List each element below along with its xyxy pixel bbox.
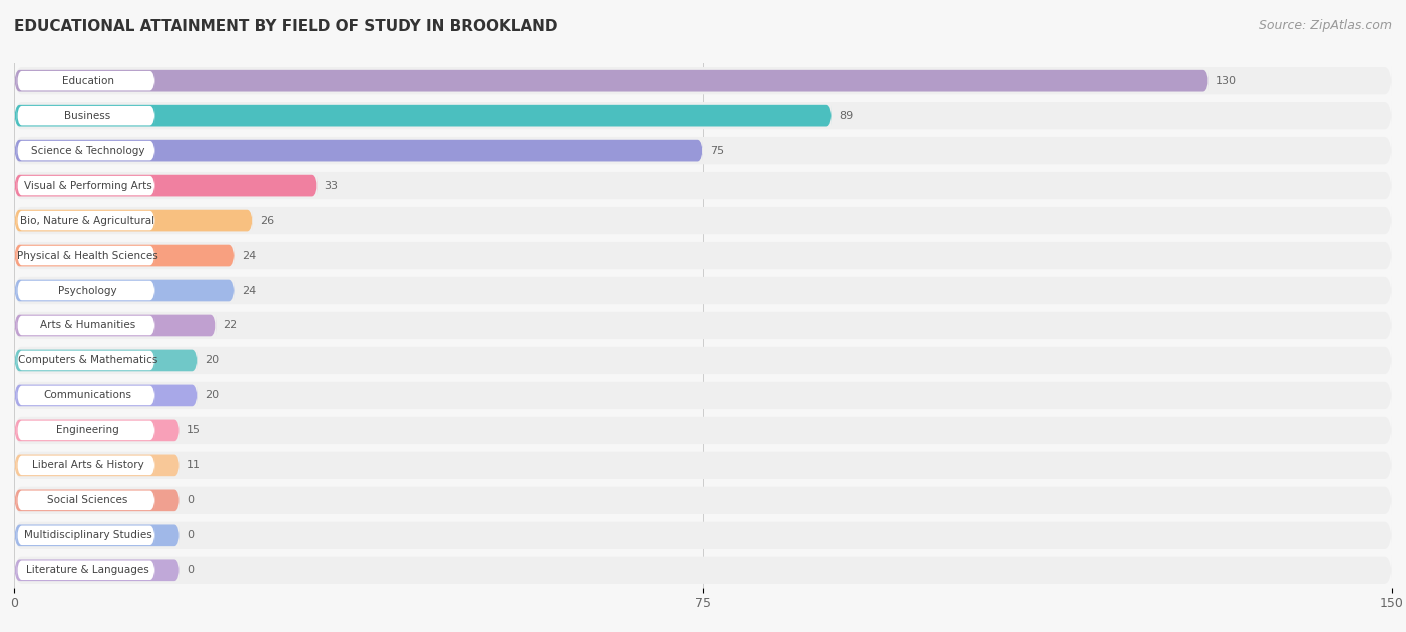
FancyBboxPatch shape <box>14 70 1208 92</box>
FancyBboxPatch shape <box>14 385 198 406</box>
FancyBboxPatch shape <box>17 211 155 230</box>
FancyBboxPatch shape <box>14 245 235 266</box>
Text: 24: 24 <box>242 250 256 260</box>
FancyBboxPatch shape <box>14 241 1392 270</box>
FancyBboxPatch shape <box>17 176 155 195</box>
Text: Engineering: Engineering <box>56 425 120 435</box>
Text: 33: 33 <box>325 181 339 191</box>
FancyBboxPatch shape <box>14 105 831 126</box>
FancyBboxPatch shape <box>14 486 1392 514</box>
FancyBboxPatch shape <box>17 71 155 90</box>
Text: Business: Business <box>65 111 111 121</box>
FancyBboxPatch shape <box>14 556 1392 585</box>
FancyBboxPatch shape <box>14 416 1392 445</box>
FancyBboxPatch shape <box>17 141 155 161</box>
Text: 22: 22 <box>224 320 238 331</box>
FancyBboxPatch shape <box>14 276 1392 305</box>
Text: 0: 0 <box>187 530 194 540</box>
FancyBboxPatch shape <box>14 171 1392 200</box>
Text: Liberal Arts & History: Liberal Arts & History <box>32 460 143 470</box>
Text: Psychology: Psychology <box>58 286 117 296</box>
Text: Literature & Languages: Literature & Languages <box>27 565 149 575</box>
Text: 26: 26 <box>260 216 274 226</box>
Text: Multidisciplinary Studies: Multidisciplinary Studies <box>24 530 152 540</box>
FancyBboxPatch shape <box>17 106 155 125</box>
Text: Computers & Mathematics: Computers & Mathematics <box>18 355 157 365</box>
FancyBboxPatch shape <box>14 140 703 161</box>
Text: 130: 130 <box>1216 76 1236 86</box>
FancyBboxPatch shape <box>14 381 1392 410</box>
Text: 11: 11 <box>187 460 201 470</box>
Text: Education: Education <box>62 76 114 86</box>
Text: Science & Technology: Science & Technology <box>31 145 145 155</box>
FancyBboxPatch shape <box>14 311 1392 340</box>
FancyBboxPatch shape <box>17 351 155 370</box>
Text: 20: 20 <box>205 355 219 365</box>
FancyBboxPatch shape <box>17 456 155 475</box>
Text: EDUCATIONAL ATTAINMENT BY FIELD OF STUDY IN BROOKLAND: EDUCATIONAL ATTAINMENT BY FIELD OF STUDY… <box>14 19 558 34</box>
FancyBboxPatch shape <box>14 101 1392 130</box>
FancyBboxPatch shape <box>14 420 180 441</box>
FancyBboxPatch shape <box>17 561 155 580</box>
Text: Social Sciences: Social Sciences <box>48 495 128 506</box>
Text: 15: 15 <box>187 425 201 435</box>
Text: Arts & Humanities: Arts & Humanities <box>39 320 135 331</box>
FancyBboxPatch shape <box>14 521 1392 550</box>
FancyBboxPatch shape <box>14 66 1392 95</box>
Text: 20: 20 <box>205 391 219 401</box>
FancyBboxPatch shape <box>14 346 1392 375</box>
Text: 89: 89 <box>839 111 853 121</box>
Text: 75: 75 <box>710 145 724 155</box>
FancyBboxPatch shape <box>14 280 235 301</box>
Text: 24: 24 <box>242 286 256 296</box>
Text: 0: 0 <box>187 565 194 575</box>
FancyBboxPatch shape <box>17 246 155 265</box>
FancyBboxPatch shape <box>14 137 1392 165</box>
FancyBboxPatch shape <box>17 490 155 510</box>
Text: Bio, Nature & Agricultural: Bio, Nature & Agricultural <box>21 216 155 226</box>
Text: Physical & Health Sciences: Physical & Health Sciences <box>17 250 157 260</box>
FancyBboxPatch shape <box>14 206 1392 235</box>
Text: Source: ZipAtlas.com: Source: ZipAtlas.com <box>1258 19 1392 32</box>
FancyBboxPatch shape <box>14 315 217 336</box>
FancyBboxPatch shape <box>14 490 180 511</box>
FancyBboxPatch shape <box>17 281 155 300</box>
FancyBboxPatch shape <box>14 454 180 476</box>
FancyBboxPatch shape <box>14 451 1392 480</box>
FancyBboxPatch shape <box>17 421 155 440</box>
FancyBboxPatch shape <box>14 175 318 197</box>
FancyBboxPatch shape <box>14 525 180 546</box>
Text: 0: 0 <box>187 495 194 506</box>
FancyBboxPatch shape <box>14 559 180 581</box>
FancyBboxPatch shape <box>17 386 155 405</box>
FancyBboxPatch shape <box>17 316 155 335</box>
Text: Communications: Communications <box>44 391 132 401</box>
FancyBboxPatch shape <box>17 526 155 545</box>
FancyBboxPatch shape <box>14 349 198 371</box>
Text: Visual & Performing Arts: Visual & Performing Arts <box>24 181 152 191</box>
FancyBboxPatch shape <box>14 210 253 231</box>
